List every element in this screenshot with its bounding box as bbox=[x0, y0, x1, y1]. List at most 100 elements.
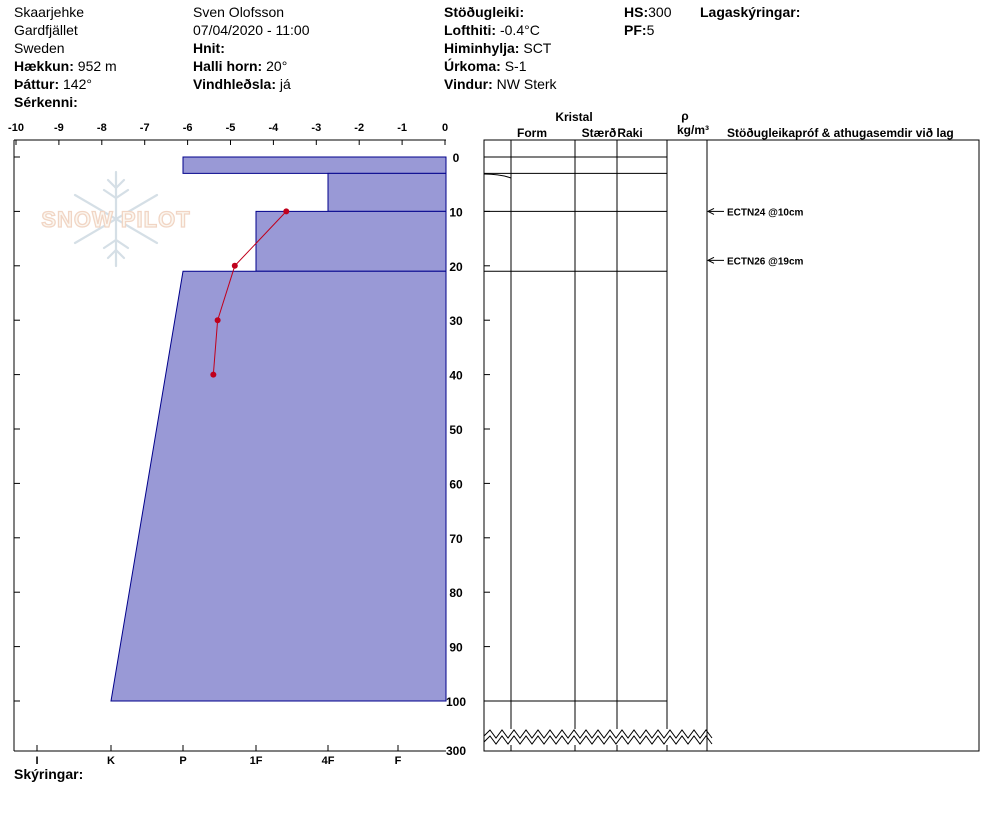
pf-label: PF: bbox=[624, 22, 647, 38]
hardness-tick-label-2: P bbox=[179, 755, 186, 767]
observer-name: Sven Olofsson bbox=[193, 4, 285, 20]
depth-tick-label-1: 10 bbox=[449, 205, 463, 219]
depth-tick-label-2: 20 bbox=[449, 260, 463, 274]
depth-tick-label-6: 60 bbox=[449, 477, 463, 491]
stability-label: Stöðugleiki: bbox=[444, 4, 525, 20]
slope-label: Halli horn: bbox=[193, 58, 263, 74]
temp-tick-label-5: -5 bbox=[226, 122, 236, 134]
temp-tick-label-4: -6 bbox=[183, 122, 193, 134]
location-name: Skaarjehke bbox=[14, 4, 85, 20]
header-stability-tests: Stöðugleikapróf & athugasemdir við lag bbox=[727, 126, 954, 140]
stability-test-arrowhead-1 bbox=[706, 256, 715, 264]
watermark-text: SNOW PILOT bbox=[41, 207, 190, 232]
hardness-layer-0 bbox=[182, 156, 447, 174]
depth-break-label: 300 bbox=[446, 744, 466, 758]
slope-value: 20° bbox=[266, 58, 288, 74]
axis-break-mask bbox=[485, 729, 706, 745]
temp-tick-label-7: -3 bbox=[311, 122, 321, 134]
sky-value: SCT bbox=[523, 40, 552, 56]
temperature-profile bbox=[210, 208, 290, 378]
temp-tick-label-0: -10 bbox=[8, 122, 24, 134]
wind-value: NW Sterk bbox=[496, 76, 557, 92]
table-frame bbox=[483, 139, 980, 752]
depth-tick-label-8: 80 bbox=[449, 586, 463, 600]
snowflake-icon bbox=[73, 170, 159, 268]
stability-test-arrowhead-0 bbox=[706, 207, 715, 215]
aspect-label: Þáttur: bbox=[14, 76, 60, 92]
location-country: Sweden bbox=[14, 40, 65, 56]
sky-label: Himinhylja: bbox=[444, 40, 520, 56]
hs-label: HS: bbox=[624, 4, 649, 20]
sky-cover: Himinhylja: SCT bbox=[444, 39, 551, 57]
elevation: Hækkun: 952 m bbox=[14, 57, 117, 75]
elevation-value: 952 m bbox=[77, 58, 117, 74]
hardness-profile bbox=[110, 156, 447, 702]
hardness-tick-label-0: I bbox=[35, 755, 38, 767]
observation-datetime: 07/04/2020 - 11:00 bbox=[193, 22, 310, 38]
temp-tick-label-3: -7 bbox=[140, 122, 150, 134]
depth-tick-label-0: 0 bbox=[453, 151, 460, 165]
snowpilot-watermark: SNOW PILOT bbox=[41, 170, 190, 268]
pf-value: 5 bbox=[646, 22, 655, 38]
temperature-point-3 bbox=[210, 371, 217, 378]
temp-tick-label-2: -8 bbox=[97, 122, 107, 134]
wind-loading: Vindhleðsla: já bbox=[193, 75, 291, 93]
temp-tick-label-8: -2 bbox=[354, 122, 364, 134]
hs-value: 300 bbox=[648, 4, 672, 20]
stability-test-label-0: ECTN24 @10cm bbox=[727, 207, 804, 218]
header-rho: ρ bbox=[681, 109, 688, 123]
slope-angle: Halli horn: 20° bbox=[193, 57, 287, 75]
header-kristal: Kristal bbox=[555, 110, 592, 124]
wind: Vindur: NW Sterk bbox=[444, 75, 557, 93]
air-temp-label: Lofthiti: bbox=[444, 22, 497, 38]
legend-label: Skýringar: bbox=[14, 766, 84, 782]
hardness-layer-1 bbox=[327, 172, 447, 212]
temperature-point-2 bbox=[214, 317, 221, 324]
wind-label: Vindur: bbox=[444, 76, 493, 92]
precip-label: Úrkoma: bbox=[444, 58, 501, 74]
temp-tick-label-10: 0 bbox=[442, 122, 448, 134]
axis-break-zigzag-top bbox=[483, 729, 713, 739]
header-form: Form bbox=[517, 126, 547, 140]
temperature-point-1 bbox=[231, 262, 238, 269]
features-label: Sérkenni: bbox=[14, 94, 78, 110]
air-temp-value: -0.4°C bbox=[499, 22, 540, 38]
hardness-tick-label-4: 4F bbox=[322, 755, 335, 767]
elevation-label: Hækkun: bbox=[14, 58, 74, 74]
header-size: Stærð bbox=[582, 126, 617, 140]
hardness-tick-label-5: F bbox=[395, 755, 402, 767]
temp-tick-label-9: -1 bbox=[397, 122, 407, 134]
depth-tick-label-10: 100 bbox=[446, 695, 466, 709]
aspect: Þáttur: 142° bbox=[14, 75, 92, 93]
hardness-tick-label-1: K bbox=[107, 755, 115, 767]
depth-tick-label-7: 70 bbox=[449, 532, 463, 546]
depth-tick-label-9: 90 bbox=[449, 641, 463, 655]
axes: -10 -9 -8 -7 -6 -5 -4 -3 -2 -1 0I K P 1F 4F F0102030405… bbox=[8, 122, 490, 767]
stability-test-label-1: ECTN26 @19cm bbox=[727, 256, 804, 267]
location-area: Gardfjället bbox=[14, 22, 78, 38]
layer-table: Kristal Form Stærð Raki ρ kg/m³ Stöðugle… bbox=[483, 109, 980, 752]
depth-tick-label-5: 50 bbox=[449, 423, 463, 437]
pf: PF:5 bbox=[624, 21, 654, 39]
wind-loading-label: Vindhleðsla: bbox=[193, 76, 276, 92]
temperature-line bbox=[212, 211, 287, 375]
air-temp: Lofthiti: -0.4°C bbox=[444, 21, 540, 39]
depth-tick-label-3: 30 bbox=[449, 314, 463, 328]
temp-tick-label-6: -4 bbox=[269, 122, 280, 134]
depth-tick-label-4: 40 bbox=[449, 369, 463, 383]
wind-loading-value: já bbox=[279, 76, 291, 92]
header-density-unit: kg/m³ bbox=[677, 123, 709, 137]
hardness-layer-3 bbox=[110, 270, 447, 702]
precipitation: Úrkoma: S-1 bbox=[444, 57, 526, 75]
hs: HS:300 bbox=[624, 3, 671, 21]
aspect-value: 142° bbox=[63, 76, 92, 92]
hardness-tick-label-3: 1F bbox=[250, 755, 263, 767]
coords-label: Hnit: bbox=[193, 40, 225, 56]
axis-break-zigzag-bottom bbox=[483, 735, 713, 745]
layer-notes-label: Lagaskýringar: bbox=[700, 4, 801, 20]
header-moisture: Raki bbox=[617, 126, 642, 140]
temp-tick-label-1: -9 bbox=[54, 122, 64, 134]
layer-connector-line bbox=[483, 173, 512, 179]
hardness-layer-2 bbox=[255, 210, 447, 272]
